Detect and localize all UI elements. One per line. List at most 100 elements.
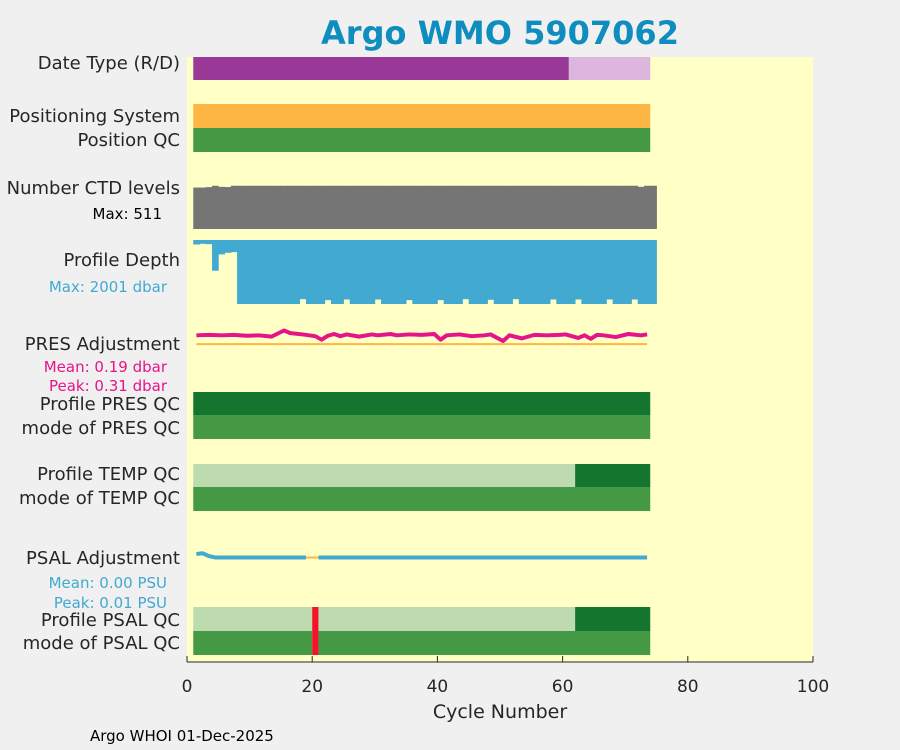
depth-bar-73: [643, 240, 651, 304]
depth-bar-55: [531, 240, 538, 304]
x-axis: 0 20 40 60 80 100: [182, 656, 829, 697]
depth-bar-15: [280, 240, 288, 304]
row-sublabel2-psal-adjustment: Peak: 0.01 PSU: [54, 594, 167, 612]
ctd-bar-40: [437, 185, 445, 229]
depth-bar-70: [625, 240, 632, 304]
row-label-mode-of-pres-qc: mode of PRES QC: [22, 418, 180, 439]
depth-bar-59: [556, 240, 563, 304]
depth-bar-44: [462, 240, 470, 300]
ctd-bar-54: [525, 185, 532, 229]
depth-bar-67: [606, 240, 614, 300]
depth-bar-27: [356, 240, 363, 304]
ctd-bar-64: [587, 185, 595, 229]
x-tick-label-60: 60: [552, 677, 574, 697]
ctd-bar-57: [543, 185, 551, 229]
row-label-profile-pres-qc: Profile PRES QC: [40, 394, 180, 415]
ctd-bar-71: [631, 185, 639, 229]
ctd-bar-8: [237, 185, 244, 229]
depth-bar-14: [274, 240, 282, 304]
ctd-bar-31: [381, 185, 388, 229]
depth-bar-13: [268, 240, 276, 304]
pres-adjustment-line: [196, 328, 648, 346]
depth-bar-21: [318, 240, 326, 304]
row-sublabel-number-ctd-levels: Max: 511: [93, 205, 162, 223]
depth-bar-12: [262, 240, 269, 304]
depth-bar-74: [650, 240, 657, 304]
ctd-bar-35: [406, 185, 413, 229]
x-tick-label-100: 100: [797, 677, 829, 697]
depth-bar-42: [449, 240, 457, 304]
depth-bar-33: [393, 240, 401, 304]
depth-bar-50: [500, 240, 507, 304]
ctd-bar-63: [581, 185, 589, 229]
depth-bar-52: [512, 240, 520, 300]
depth-bar-24: [337, 240, 344, 304]
ctd-bar-38: [424, 185, 432, 229]
ctd-bar-44: [462, 185, 470, 229]
ctd-bar-24: [337, 185, 344, 229]
depth-bar-2: [199, 240, 207, 244]
ctd-bar-27: [356, 185, 363, 229]
depth-bar-65: [593, 240, 601, 304]
ctd-bar-41: [443, 185, 451, 229]
psal-adjustment-series-a: [196, 551, 306, 560]
x-tick-label-80: 80: [677, 677, 699, 697]
depth-bar-31: [381, 240, 388, 304]
depth-bar-7: [230, 240, 238, 253]
ctd-bar-60: [562, 185, 570, 229]
ctd-bar-39: [431, 185, 438, 229]
ctd-bar-13: [268, 185, 276, 229]
psal-adjustment-line: [196, 551, 648, 560]
ctd-levels-bars: [193, 185, 657, 229]
depth-bar-71: [631, 240, 639, 300]
ctd-bar-70: [625, 185, 632, 229]
bar-mode-of-pres-qc-0: [193, 415, 651, 439]
bar-profile-psal-qc-3: [575, 607, 651, 631]
depth-bar-10: [249, 240, 257, 304]
ctd-bar-28: [362, 185, 369, 229]
depth-bar-56: [537, 240, 545, 304]
bar-positioning-system-0: [193, 104, 651, 128]
depth-bar-64: [587, 240, 595, 304]
bar-date-type-r-d-1: [568, 57, 651, 80]
depth-bar-1: [193, 240, 200, 245]
ctd-bar-26: [349, 185, 357, 229]
bar-mode-of-psal-qc-2: [318, 631, 651, 655]
row-label-profile-depth: Profile Depth: [63, 250, 180, 271]
depth-bar-30: [374, 240, 382, 300]
row-label-positioning-system: Positioning System: [9, 106, 180, 127]
pres-adjustment-series: [196, 328, 648, 343]
ctd-bar-1: [193, 187, 200, 229]
row-label-profile-temp-qc: Profile TEMP QC: [37, 464, 180, 485]
depth-bar-63: [581, 240, 589, 304]
status-rows: [193, 57, 651, 655]
ctd-bar-55: [531, 185, 538, 229]
bar-mode-of-temp-qc-0: [193, 487, 651, 511]
depth-bar-54: [525, 240, 532, 304]
ctd-bar-11: [255, 185, 263, 229]
ctd-bar-73: [643, 185, 651, 229]
depth-bar-19: [305, 240, 313, 304]
row-sublabel-pres-adjustment: Mean: 0.19 dbar: [44, 358, 168, 376]
ctd-bar-68: [612, 185, 620, 229]
ctd-bar-30: [374, 185, 382, 229]
depth-bar-72: [637, 240, 645, 304]
row-sublabel-profile-depth: Max: 2001 dbar: [49, 278, 168, 296]
depth-bar-37: [418, 240, 426, 304]
bar-mode-of-psal-qc-1: [312, 631, 319, 655]
bar-profile-temp-qc-0: [193, 464, 576, 487]
depth-bar-16: [287, 240, 294, 304]
depth-bar-51: [506, 240, 513, 304]
bar-profile-psal-qc-2: [318, 607, 576, 631]
depth-bar-35: [406, 240, 413, 301]
row-label-date-type-r-d: Date Type (R/D): [38, 53, 180, 74]
depth-bar-61: [568, 240, 576, 304]
row-label-mode-of-temp-qc: mode of TEMP QC: [19, 488, 180, 509]
depth-bar-47: [481, 240, 488, 304]
ctd-bar-33: [393, 185, 401, 229]
ctd-bar-53: [518, 185, 526, 229]
depth-bar-20: [312, 240, 319, 304]
x-tick-label-20: 20: [301, 677, 323, 697]
depth-bar-60: [562, 240, 570, 304]
